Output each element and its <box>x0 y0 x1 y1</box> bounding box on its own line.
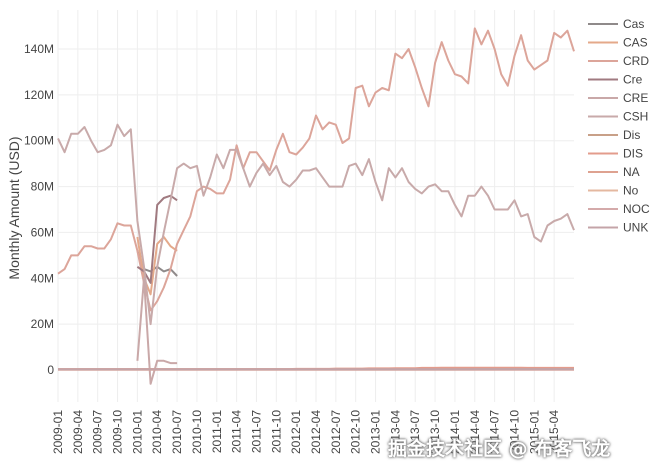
legend-item-Cas[interactable]: Cas <box>588 17 644 31</box>
x-tick-label: 2009-10 <box>111 410 125 454</box>
legend-label: Cas <box>623 17 644 31</box>
legend-item-UNK[interactable]: UNK <box>588 221 648 235</box>
x-tick-label: 2011-04 <box>230 410 244 453</box>
x-tick-label: 2013-07 <box>408 410 422 454</box>
x-tick-label: 2012-01 <box>289 410 303 454</box>
legend-label: Cre <box>623 73 643 87</box>
legend-label: CRD <box>623 54 649 68</box>
legend-item-CSH[interactable]: CSH <box>588 110 648 124</box>
y-tick-label: 40M <box>31 271 54 285</box>
series-lines <box>57 27 575 385</box>
y-tick-label: 0 <box>47 363 54 377</box>
legend-item-CRE[interactable]: CRE <box>588 91 648 105</box>
x-tick-label: 2015-04 <box>547 410 561 454</box>
x-tick-label: 2014-07 <box>488 410 502 454</box>
legend-label: NOC <box>623 202 650 216</box>
legend-label: CSH <box>623 110 648 124</box>
y-axis: 0 20M 40M 60M 80M 100M 120M 140M <box>24 42 54 377</box>
x-tick-label: 2013-04 <box>388 410 402 454</box>
legend-item-NOC[interactable]: NOC <box>588 202 650 216</box>
legend[interactable]: Cas CAS CRD Cre CRE CSH Dis DIS NA No NOC UNK <box>588 17 650 235</box>
x-tick-label: 2011-10 <box>269 410 283 453</box>
x-tick-label: 2009-07 <box>91 410 105 454</box>
x-tick-label: 2010-01 <box>130 410 144 454</box>
y-tick-label: 140M <box>24 42 54 56</box>
x-tick-label: 2010-07 <box>170 410 184 454</box>
legend-label: No <box>623 184 639 198</box>
legend-item-CRD[interactable]: CRD <box>588 54 649 68</box>
legend-item-Cre[interactable]: Cre <box>588 73 643 87</box>
x-tick-label: 2014-10 <box>507 410 521 454</box>
y-tick-label: 20M <box>31 317 54 331</box>
x-tick-label: 2012-10 <box>349 410 363 454</box>
y-tick-label: 60M <box>31 225 54 239</box>
x-tick-label: 2010-04 <box>150 410 164 454</box>
x-tick-label: 2014-01 <box>448 410 462 454</box>
x-tick-label: 2013-10 <box>428 410 442 454</box>
legend-label: NA <box>623 165 640 179</box>
legend-item-No[interactable]: No <box>588 184 639 198</box>
x-tick-label: 2009-04 <box>71 410 85 454</box>
legend-label: CAS <box>623 36 648 50</box>
legend-label: DIS <box>623 147 643 161</box>
legend-label: CRE <box>623 91 648 105</box>
legend-label: Dis <box>623 128 640 142</box>
legend-item-NA[interactable]: NA <box>588 165 640 179</box>
legend-item-DIS[interactable]: DIS <box>588 147 643 161</box>
y-axis-title: Monthly Amount (USD) <box>6 136 22 279</box>
x-axis: 2009-01 2009-04 2009-07 2009-10 2010-01 2010-… <box>51 410 561 454</box>
y-tick-label: 100M <box>24 134 54 148</box>
x-tick-label: 2011-01 <box>210 410 224 453</box>
x-tick-label: 2015-01 <box>527 410 541 454</box>
series-line-CRE <box>136 277 178 385</box>
y-tick-label: 120M <box>24 88 54 102</box>
x-tick-label: 2010-10 <box>190 410 204 454</box>
x-tick-label: 2012-07 <box>329 410 343 454</box>
legend-item-CAS[interactable]: CAS <box>588 36 648 50</box>
legend-label: UNK <box>623 221 648 235</box>
series-line-CSH <box>57 123 575 326</box>
x-tick-label: 2012-04 <box>309 410 323 454</box>
y-tick-label: 80M <box>31 180 54 194</box>
x-tick-label: 2011-07 <box>249 410 263 453</box>
watermark: 掘金技术社区 @ 布客飞龙 <box>388 438 611 460</box>
x-tick-label: 2014-04 <box>468 410 482 454</box>
x-tick-label: 2013-01 <box>369 410 383 454</box>
legend-item-Dis[interactable]: Dis <box>588 128 640 142</box>
x-tick-label: 2009-01 <box>51 410 65 454</box>
